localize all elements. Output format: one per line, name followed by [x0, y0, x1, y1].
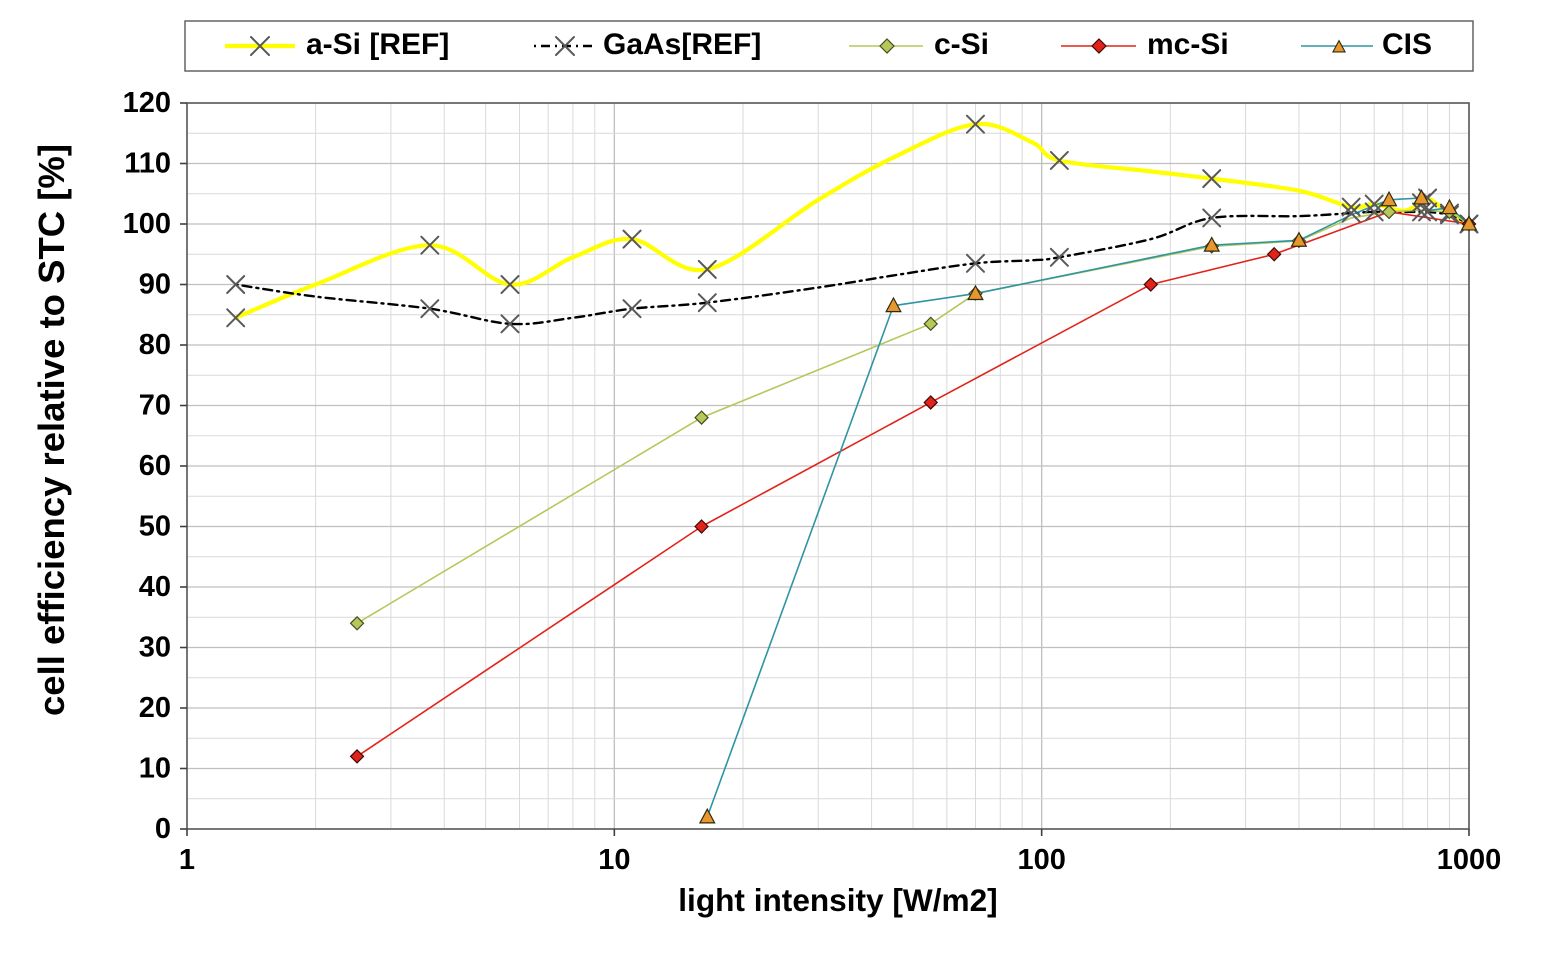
svg-text:1000: 1000 — [1437, 844, 1502, 876]
svg-text:CIS: CIS — [1382, 28, 1432, 61]
svg-text:30: 30 — [139, 632, 171, 664]
svg-text:mc-Si: mc-Si — [1147, 28, 1229, 61]
svg-text:20: 20 — [139, 692, 171, 724]
svg-text:GaAs[REF]: GaAs[REF] — [603, 28, 761, 61]
svg-text:c-Si: c-Si — [934, 28, 989, 61]
svg-text:80: 80 — [139, 329, 171, 361]
svg-text:60: 60 — [139, 450, 171, 482]
svg-text:50: 50 — [139, 511, 171, 543]
svg-text:120: 120 — [123, 87, 171, 119]
svg-text:cell efficiency relative to ST: cell efficiency relative to STC [%] — [31, 144, 72, 716]
svg-text:70: 70 — [139, 390, 171, 422]
svg-text:1: 1 — [179, 844, 195, 876]
svg-text:10: 10 — [139, 753, 171, 785]
svg-text:110: 110 — [124, 148, 171, 180]
svg-text:100: 100 — [1017, 844, 1065, 876]
svg-text:0: 0 — [155, 813, 171, 845]
svg-text:100: 100 — [123, 208, 171, 240]
svg-text:90: 90 — [139, 269, 171, 301]
svg-text:light intensity [W/m2]: light intensity [W/m2] — [678, 882, 997, 918]
svg-text:a-Si [REF]: a-Si [REF] — [306, 28, 449, 61]
svg-text:10: 10 — [598, 844, 630, 876]
svg-text:40: 40 — [139, 571, 171, 603]
